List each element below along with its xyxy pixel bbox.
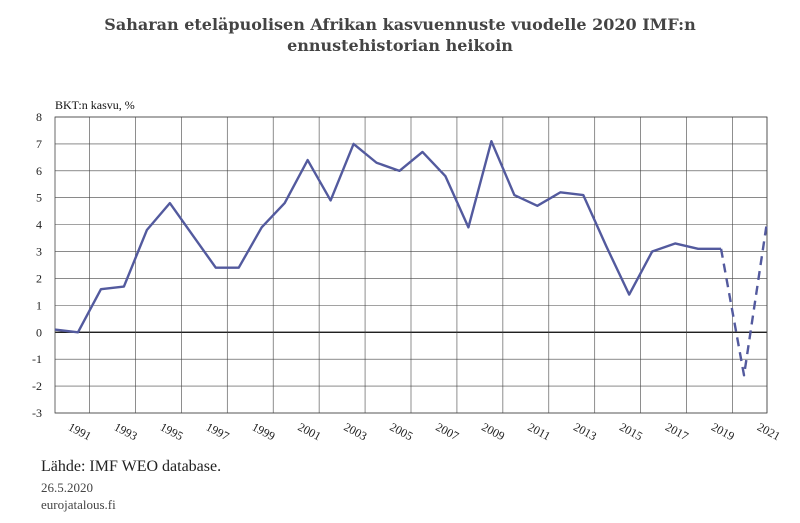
y-tick-label: 8 (36, 110, 42, 124)
y-tick-label: -1 (32, 352, 42, 366)
source-note: Lähde: IMF WEO database. (41, 458, 221, 476)
publish-date: 26.5.2020 (41, 480, 93, 496)
site-name: eurojatalous.fi (41, 497, 116, 513)
x-tick-label: 2003 (342, 420, 370, 444)
forecast-line (721, 222, 767, 375)
x-tick-label: 2005 (388, 420, 416, 444)
x-tick-label: 2021 (755, 420, 783, 444)
x-tick-label: 2015 (617, 420, 645, 444)
x-tick-label: 2009 (479, 420, 507, 444)
x-tick-label: 1993 (112, 420, 140, 444)
y-tick-label: 4 (36, 218, 42, 232)
y-tick-label: 2 (36, 271, 42, 285)
x-tick-label: 2007 (433, 420, 461, 444)
x-tick-label: 1991 (66, 420, 94, 444)
y-tick-label: 6 (36, 164, 42, 178)
x-tick-label: 2001 (296, 420, 324, 444)
y-tick-label: 5 (36, 191, 42, 205)
x-tick-label: 1995 (158, 420, 186, 444)
x-tick-label: 2017 (663, 420, 691, 444)
x-tick-label: 2019 (709, 420, 737, 444)
y-tick-label: 3 (36, 245, 42, 259)
y-tick-label: -3 (32, 406, 42, 420)
tick-labels: -3 -2 -1 0 1 2 3 4 5 6 7 8 1991 1993 1995 1997 1999 2001 2… (32, 110, 783, 443)
x-tick-label: 1999 (250, 420, 278, 444)
x-tick-label: 1997 (204, 420, 232, 444)
x-tick-label: 2011 (526, 420, 553, 443)
y-tick-label: 1 (36, 298, 42, 312)
x-tick-label: 2013 (571, 420, 599, 444)
y-tick-label: 7 (36, 137, 42, 151)
y-tick-label: -2 (32, 379, 42, 393)
gdp-growth-line (55, 141, 721, 332)
y-tick-label: 0 (36, 325, 42, 339)
